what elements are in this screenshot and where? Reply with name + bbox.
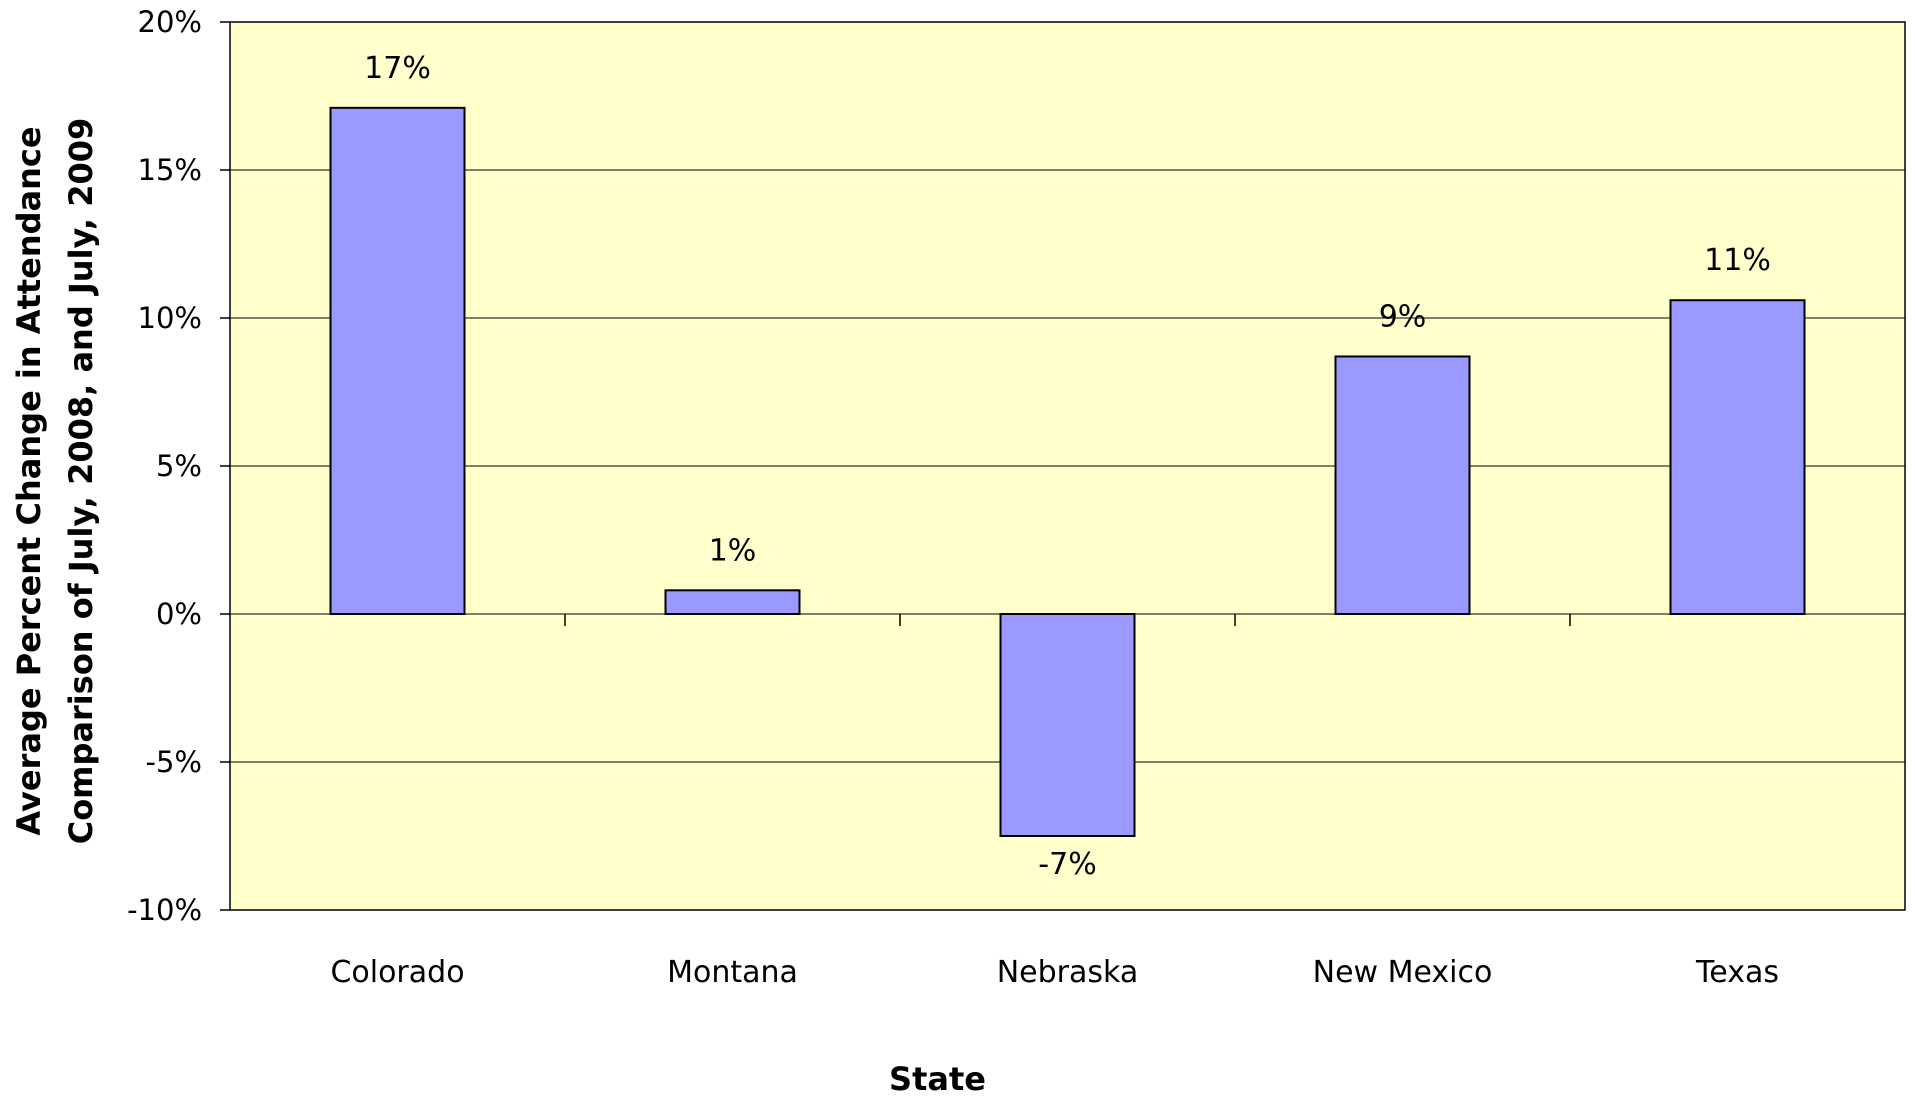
y-axis-title: Average Percent Change in Attendance Com… (10, 118, 100, 845)
x-tick-labels: Colorado Montana Nebraska New Mexico Texas (330, 955, 1779, 990)
data-label: 1% (709, 533, 757, 568)
category-ticks (564, 614, 1571, 626)
bar-new-mexico (1334, 355, 1471, 615)
y-tick-label: 10% (138, 301, 202, 335)
data-label: -7% (1038, 847, 1096, 882)
x-tick-label: Nebraska (997, 955, 1139, 990)
bar-colorado (329, 106, 466, 615)
x-axis-title: State (889, 1060, 986, 1097)
y-tick-label: 20% (138, 5, 202, 39)
x-tick-label: Colorado (330, 955, 464, 990)
bars (329, 106, 1806, 837)
y-tick-label: -10% (127, 893, 202, 927)
data-label: 11% (1704, 243, 1771, 278)
y-tick-label: 0% (156, 597, 202, 631)
y-axis-title-line-2: Comparison of July, 2008, and July, 2009 (62, 118, 100, 845)
data-labels: 17% 1% -7% 9% 11% (364, 51, 1771, 882)
x-tick-label: Texas (1695, 955, 1779, 990)
bar-texas (1669, 299, 1806, 615)
bar-montana (664, 589, 801, 616)
bar-nebraska (999, 613, 1136, 837)
y-tick-labels: 20% 15% 10% 5% 0% -5% -10% (127, 5, 202, 927)
data-label: 17% (364, 51, 431, 86)
y-tick-label: 5% (156, 449, 202, 483)
y-axis-title-line-1: Average Percent Change in Attendance (10, 126, 48, 835)
y-tick-label: 15% (138, 153, 202, 187)
y-tick-label: -5% (146, 745, 202, 779)
x-tick-label: New Mexico (1313, 955, 1493, 990)
x-tick-label: Montana (667, 955, 798, 990)
data-label: 9% (1379, 299, 1427, 334)
